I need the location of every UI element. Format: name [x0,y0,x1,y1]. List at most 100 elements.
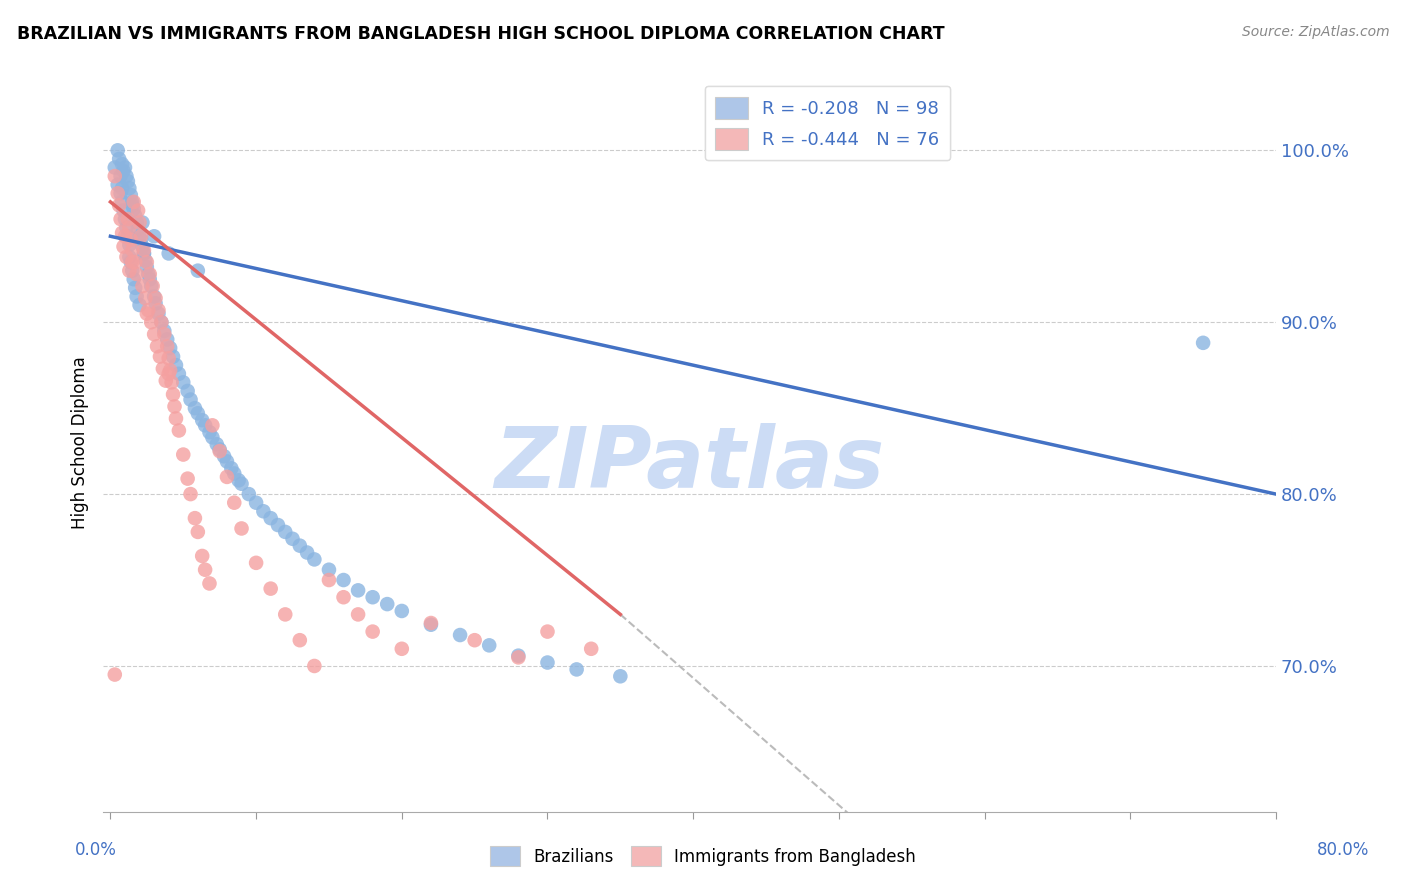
Point [198,425,221,440]
Point [156,332,179,346]
Point [131,215,153,229]
Point [304,552,326,566]
Point [145,296,167,310]
Point [128,298,150,312]
Point [201,430,224,444]
Point [260,582,283,596]
Point [361,624,384,639]
Point [149,350,172,364]
Point [187,406,209,420]
Point [419,617,441,632]
Point [104,161,127,175]
Point [194,563,217,577]
Point [148,307,170,321]
Point [115,250,138,264]
Point [187,524,209,539]
Point [172,448,194,462]
Point [111,194,134,209]
Point [131,279,153,293]
Point [143,327,166,342]
Point [128,215,150,229]
Point [238,487,260,501]
Point [107,178,129,192]
Point [134,253,156,268]
Point [157,246,180,260]
Text: BRAZILIAN VS IMMIGRANTS FROM BANGLADESH HIGH SCHOOL DIPLOMA CORRELATION CHART: BRAZILIAN VS IMMIGRANTS FROM BANGLADESH … [17,25,945,43]
Point [121,194,143,209]
Point [176,472,198,486]
Point [153,327,176,342]
Text: 0.0%: 0.0% [75,840,117,858]
Point [536,624,558,639]
Point [110,212,132,227]
Point [180,392,202,407]
Point [391,641,413,656]
Point [159,363,181,377]
Point [212,450,235,464]
Point [449,628,471,642]
Point [128,229,150,244]
Point [122,272,145,286]
Point [176,384,198,398]
Point [162,387,184,401]
Point [288,539,311,553]
Point [191,413,214,427]
Point [1192,335,1215,350]
Point [304,659,326,673]
Point [288,633,311,648]
Point [125,215,148,229]
Point [464,633,486,648]
Point [117,229,139,244]
Point [114,161,136,175]
Y-axis label: High School Diploma: High School Diploma [72,356,89,529]
Point [135,307,157,321]
Point [125,267,148,281]
Legend: R = -0.208   N = 98, R = -0.444   N = 76: R = -0.208 N = 98, R = -0.444 N = 76 [704,86,950,161]
Point [104,667,127,681]
Point [191,549,214,563]
Point [245,556,267,570]
Point [142,279,165,293]
Point [136,267,159,281]
Point [205,437,228,451]
Point [146,339,169,353]
Point [135,255,157,269]
Point [125,289,148,303]
Point [117,174,139,188]
Point [121,243,143,257]
Text: Source: ZipAtlas.com: Source: ZipAtlas.com [1241,25,1389,39]
Point [107,186,129,201]
Point [143,229,166,244]
Point [114,229,136,244]
Point [150,315,173,329]
Point [224,467,246,481]
Point [134,291,156,305]
Point [118,250,141,264]
Point [361,591,384,605]
Point [332,573,354,587]
Point [155,374,177,388]
Point [157,367,180,381]
Point [165,358,187,372]
Point [184,511,207,525]
Point [121,263,143,277]
Point [129,233,152,247]
Point [347,583,370,598]
Point [110,169,132,183]
Point [162,350,184,364]
Point [391,604,413,618]
Point [115,220,138,235]
Point [111,157,134,171]
Point [508,650,530,665]
Point [228,473,250,487]
Point [347,607,370,622]
Point [141,279,163,293]
Point [208,442,231,457]
Point [252,504,274,518]
Text: 80.0%: 80.0% [1316,840,1369,858]
Point [281,532,304,546]
Point [215,470,238,484]
Point [141,315,163,329]
Text: ZIPatlas: ZIPatlas [495,423,884,506]
Point [163,400,186,414]
